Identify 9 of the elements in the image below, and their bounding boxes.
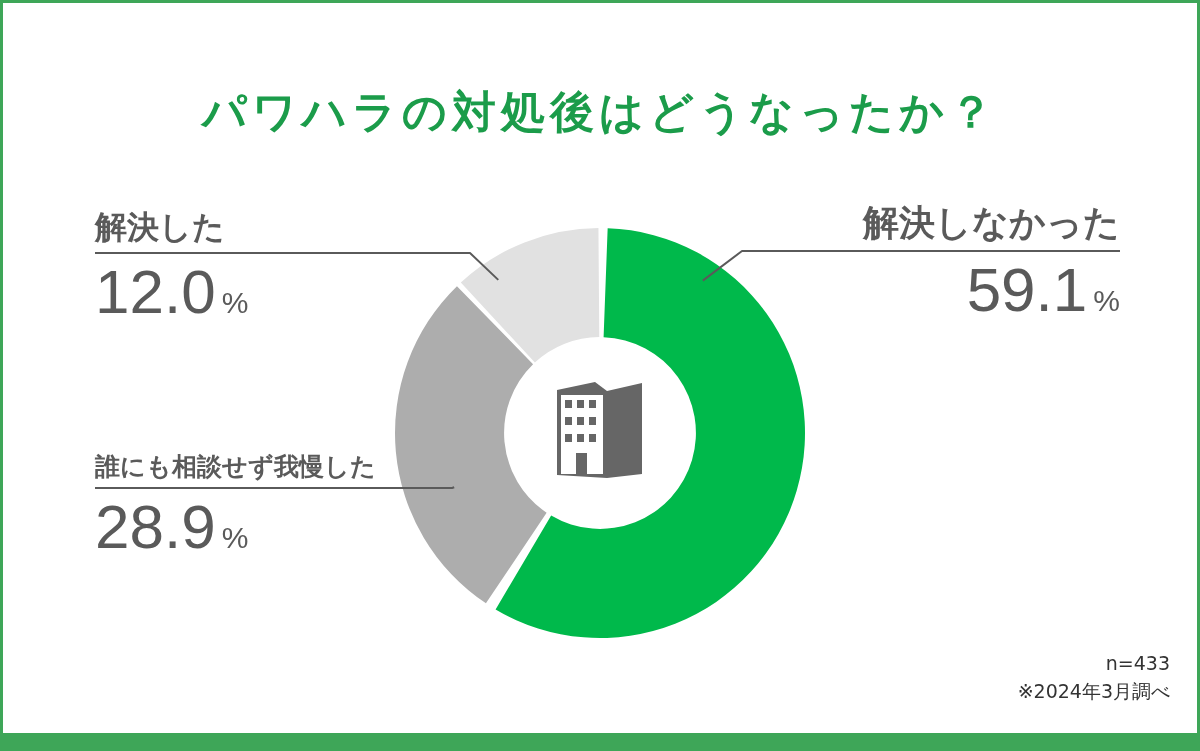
data-label: 12.0%: [95, 257, 249, 326]
slice-label: 解決した: [95, 207, 225, 247]
slice-label: 誰にも相談せず我慢した: [95, 450, 376, 482]
slice-label: 解決しなかった: [863, 201, 1120, 245]
text: ※2024年3月調べ: [1017, 679, 1170, 704]
text: n=433: [1105, 652, 1170, 674]
data-label: 59.1%: [966, 255, 1120, 324]
chart-title: パワハラの対処後はどうなったか？: [199, 86, 999, 139]
data-label: 28.9%: [95, 492, 249, 561]
